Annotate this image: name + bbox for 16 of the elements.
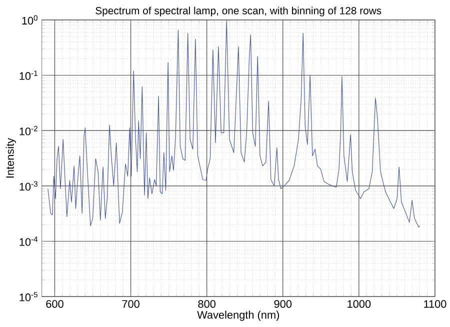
y-tick-label: 10$^{-4}$ (20, 236, 38, 246)
x-tick-label: 600 (46, 300, 64, 308)
x-tick-label: 1100 (424, 300, 446, 308)
y-tick-label: 10$^{-3}$ (20, 181, 38, 190)
x-tick-label: 700 (122, 300, 140, 308)
chart-title: Spectrum of spectral lamp, one scan, with binning of 128 rows (96, 6, 382, 16)
line-series (48, 20, 420, 228)
x-tick-label: 800 (198, 300, 216, 308)
x-axis-title: Wavelength (nm) (197, 310, 280, 321)
x-tick-label: 1000 (348, 300, 371, 308)
y-tick-label: 10$^{-1}$ (20, 70, 38, 80)
y-tick-label: 10$^{0}$ (22, 14, 38, 24)
x-tick-label: 900 (274, 300, 292, 308)
y-axis-title: Intensity (6, 138, 16, 178)
y-tick-label: 10$^{-2}$ (20, 126, 38, 136)
y-tick-label: 10$^{-5}$ (20, 292, 38, 302)
